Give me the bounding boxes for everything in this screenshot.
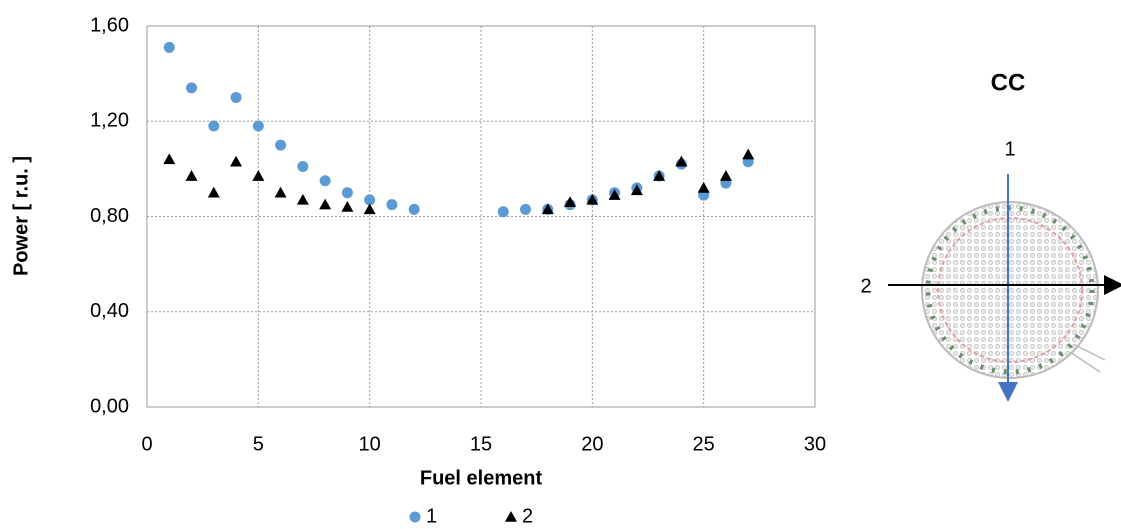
core-ring	[937, 217, 1083, 363]
data-point	[230, 155, 243, 167]
x-tick-label: 25	[693, 433, 715, 455]
data-point	[742, 148, 755, 160]
data-point	[186, 82, 198, 94]
diagram: CC 1 2	[860, 69, 1121, 402]
plot-frame	[146, 25, 816, 408]
data-point	[541, 203, 554, 215]
data-point	[697, 181, 710, 193]
data-point	[319, 175, 331, 187]
data-point	[163, 153, 176, 165]
data-point	[608, 189, 621, 200]
outer-ring	[925, 205, 1095, 375]
x-axis-title: Fuel element	[420, 467, 543, 489]
data-point	[252, 170, 265, 181]
x-tick-label: 10	[359, 433, 381, 455]
y-tick-label: 0,80	[90, 205, 129, 227]
y-axis-title: Power [ r.u. ]	[10, 156, 32, 276]
data-point	[230, 91, 242, 103]
data-point	[630, 184, 643, 196]
data-point	[653, 170, 666, 181]
data-point	[364, 194, 376, 206]
y-tick-label: 1,20	[90, 110, 129, 132]
data-point	[274, 186, 287, 198]
data-point	[207, 186, 220, 198]
data-point	[564, 196, 577, 208]
data-point	[208, 120, 220, 132]
x-tick-label: 15	[470, 433, 492, 455]
data-point	[363, 203, 376, 215]
legend-marker	[505, 511, 517, 522]
data-point	[275, 139, 287, 151]
data-point	[297, 160, 309, 172]
data-point	[386, 199, 398, 211]
x-tick-label: 30	[804, 433, 826, 455]
legend-label: 2	[522, 505, 533, 527]
diagram-label: 1	[1004, 138, 1015, 160]
diagram-label: 2	[860, 275, 871, 297]
core-section	[921, 201, 1099, 379]
data-point	[341, 200, 354, 212]
data-point	[719, 170, 732, 181]
data-point	[408, 203, 420, 215]
x-tick-label: 20	[581, 433, 603, 455]
diagram-title: CC	[991, 69, 1026, 96]
data-point	[252, 120, 264, 132]
data-point	[520, 203, 532, 215]
leads	[1069, 344, 1106, 373]
legend-label: 1	[426, 505, 437, 527]
y-tick-label: 0,40	[90, 300, 129, 322]
legend-marker	[409, 511, 421, 523]
y-tick-label: 1,60	[90, 14, 129, 36]
data-point	[185, 170, 198, 181]
data-point	[319, 198, 332, 210]
y-tick-label: 0,00	[90, 395, 129, 417]
data-point	[296, 193, 309, 205]
data-point	[163, 41, 175, 53]
data-point	[675, 155, 688, 167]
data-point	[586, 193, 599, 205]
x-tick-label: 0	[141, 433, 152, 455]
x-tick-label: 5	[253, 433, 264, 455]
data-point	[497, 206, 509, 218]
data-point	[341, 187, 353, 199]
